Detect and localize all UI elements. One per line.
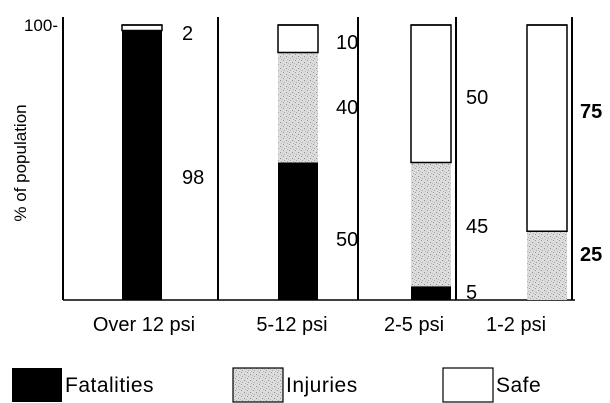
x-tick-label: 5-12 psi (256, 314, 327, 336)
data-label-injuries-3: 25 (580, 244, 602, 266)
legend-swatch-fatalities (12, 368, 62, 402)
bar-fatalities-1 (278, 162, 318, 300)
data-label-injuries-1: 40 (336, 97, 358, 119)
data-label-fatalities-2: 5 (466, 282, 477, 304)
y-tick-label-100: 100- (24, 16, 58, 35)
legend-label-safe: Safe (496, 374, 541, 397)
data-label-safe-3: 75 (580, 101, 602, 123)
legend-swatch-safe (442, 367, 494, 403)
bar-injuries-3 (527, 231, 567, 300)
legend-label-injuries: Injuries (286, 374, 358, 397)
bar-safe-0 (121, 24, 163, 32)
bar-fatalities-2 (411, 286, 451, 300)
legend-label-fatalities: Fatalities (65, 374, 154, 397)
data-label-fatalities-1: 50 (336, 229, 358, 251)
bar-safe-2 (410, 24, 452, 164)
data-label-safe-2: 50 (466, 87, 488, 109)
bar-fatalities-0 (122, 30, 162, 300)
data-label-safe-1: 10 (336, 32, 358, 54)
legend: Fatalities Injuries Safe (12, 367, 541, 403)
bar-injuries-2 (411, 162, 451, 287)
x-tick-label: 2-5 psi (384, 314, 444, 336)
legend-swatch-injuries (232, 367, 284, 403)
bar-safe-3 (526, 24, 568, 232)
plot-area: % of population 100- 2 98 10 40 50 50 45 5 75 25 Ove… (11, 16, 602, 336)
bar-safe-1 (277, 24, 319, 54)
x-tick-label: Over 12 psi (93, 314, 195, 336)
bar-injuries-1 (278, 52, 318, 163)
data-label-safe-0: 2 (182, 23, 193, 45)
y-axis-label: % of population (11, 104, 30, 221)
x-tick-label: 1-2 psi (486, 314, 546, 336)
data-label-injuries-2: 45 (466, 216, 488, 238)
data-label-fatalities-0: 98 (182, 167, 204, 189)
